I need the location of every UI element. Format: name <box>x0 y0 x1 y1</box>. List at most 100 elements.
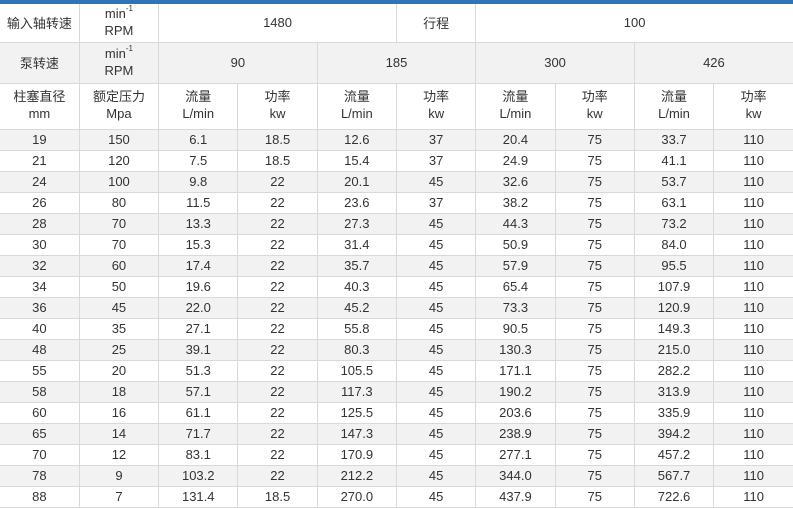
table-cell: 50 <box>78 275 160 298</box>
table-cell: 16 <box>78 401 160 424</box>
column-header-line2: L/min <box>340 106 373 121</box>
table-cell: 26 <box>0 191 80 214</box>
table-cell: 75 <box>554 422 635 445</box>
table-body: 19 150 6.1 18.5 12.6 37 20.4 75 33.7 110 21 120 7.5 1… <box>0 128 793 508</box>
table-cell: 22 <box>237 296 318 319</box>
column-header-flow: 流量 L/min <box>633 82 715 130</box>
table-cell: 131.4 <box>158 485 239 508</box>
table-cell: 45 <box>395 422 477 445</box>
column-header-line1: 流量 <box>661 89 688 105</box>
table-cell: 20 <box>78 359 160 382</box>
table-cell: 110 <box>713 275 793 298</box>
table-cell: 22 <box>237 464 318 487</box>
input-shaft-speed-label: 输入轴转速 <box>0 4 80 43</box>
table-cell: 105.5 <box>316 359 397 382</box>
table-cell: 45 <box>395 317 477 340</box>
unit-rpm-line: RPM <box>104 62 134 78</box>
table-cell: 75 <box>554 317 635 340</box>
table-row: 58 18 57.1 22 117.3 45 190.2 75 313.9 110 <box>0 380 793 403</box>
table-cell: 61.1 <box>158 401 239 424</box>
column-header-line2: kw <box>428 106 445 121</box>
table-cell: 65.4 <box>475 275 556 298</box>
table-cell: 45 <box>395 233 477 256</box>
column-header-line2: mm <box>28 106 51 121</box>
table-cell: 110 <box>713 359 793 382</box>
unit-superscript: -1 <box>125 43 133 53</box>
table-cell: 110 <box>713 170 793 193</box>
table-cell: 27.1 <box>158 317 239 340</box>
unit-rpm-line: RPM <box>104 22 134 38</box>
table-cell: 110 <box>713 128 793 151</box>
table-row: 78 9 103.2 22 212.2 45 344.0 75 567.7 110 <box>0 464 793 487</box>
table-cell: 22 <box>237 275 318 298</box>
table-cell: 6.1 <box>158 128 239 151</box>
table-cell: 80 <box>78 191 160 214</box>
table-cell: 75 <box>554 212 635 235</box>
unit-base: min <box>104 5 126 21</box>
table-cell: 60 <box>0 401 80 424</box>
table-cell: 22 <box>237 380 318 403</box>
table-cell: 22 <box>237 359 318 382</box>
table-cell: 55.8 <box>316 317 397 340</box>
table-cell: 103.2 <box>158 464 239 487</box>
unit-min-line: min-1 <box>80 43 157 63</box>
table-cell: 58 <box>0 380 80 403</box>
table-cell: 567.7 <box>633 464 715 487</box>
table-cell: 73.3 <box>475 296 556 319</box>
column-header-line1: 功率 <box>740 89 767 105</box>
table-cell: 84.0 <box>633 233 715 256</box>
table-cell: 110 <box>713 338 793 361</box>
table-row: 88 7 131.4 18.5 270.0 45 437.9 75 722.6 110 <box>0 485 793 508</box>
input-shaft-speed-value: 1480 <box>158 4 397 43</box>
table-cell: 110 <box>713 443 793 466</box>
table-cell: 150 <box>78 128 160 151</box>
table-cell: 75 <box>554 485 635 508</box>
table-cell: 41.1 <box>633 149 715 172</box>
stroke-label: 行程 <box>395 4 477 43</box>
table-cell: 110 <box>713 485 793 508</box>
table-cell: 20.1 <box>316 170 397 193</box>
table-cell: 22.0 <box>158 296 239 319</box>
table-cell: 277.1 <box>475 443 556 466</box>
table-cell: 71.7 <box>158 422 239 445</box>
table-cell: 70 <box>78 212 160 235</box>
column-header-rated-pressure: 额定压力 Mpa <box>78 82 160 130</box>
table-cell: 75 <box>554 149 635 172</box>
column-header-line1: 功率 <box>581 89 608 105</box>
table-cell: 75 <box>554 359 635 382</box>
table-cell: 23.6 <box>316 191 397 214</box>
table-cell: 60 <box>78 254 160 277</box>
table-cell: 7 <box>78 485 160 508</box>
table-cell: 44.3 <box>475 212 556 235</box>
pump-speed-value-426: 426 <box>633 41 793 84</box>
table-row: 55 20 51.3 22 105.5 45 171.1 75 282.2 110 <box>0 359 793 382</box>
table-cell: 22 <box>237 443 318 466</box>
stroke-value: 100 <box>475 4 793 43</box>
column-header-line2: L/min <box>499 106 532 121</box>
table-cell: 110 <box>713 317 793 340</box>
pump-speed-value-185: 185 <box>316 41 477 84</box>
table-cell: 22 <box>237 254 318 277</box>
table-cell: 45 <box>78 296 160 319</box>
pump-speed-row: 泵转速 min-1 RPM 90 185 300 426 <box>0 41 793 84</box>
table-cell: 45 <box>395 212 477 235</box>
table-cell: 9.8 <box>158 170 239 193</box>
unit-base: min <box>104 45 126 61</box>
table-cell: 32.6 <box>475 170 556 193</box>
table-cell: 110 <box>713 380 793 403</box>
table-row: 28 70 13.3 22 27.3 45 44.3 75 73.2 110 <box>0 212 793 235</box>
column-header-line1: 柱塞直径 <box>13 89 66 105</box>
table-cell: 12 <box>78 443 160 466</box>
table-cell: 212.2 <box>316 464 397 487</box>
table-cell: 344.0 <box>475 464 556 487</box>
table-cell: 40.3 <box>316 275 397 298</box>
table-cell: 110 <box>713 149 793 172</box>
table-cell: 75 <box>554 380 635 403</box>
table-cell: 19 <box>0 128 80 151</box>
table-cell: 457.2 <box>633 443 715 466</box>
column-header-line2: kw <box>745 106 762 121</box>
table-cell: 110 <box>713 296 793 319</box>
table-row: 65 14 71.7 22 147.3 45 238.9 75 394.2 110 <box>0 422 793 445</box>
table-cell: 75 <box>554 464 635 487</box>
table-cell: 125.5 <box>316 401 397 424</box>
